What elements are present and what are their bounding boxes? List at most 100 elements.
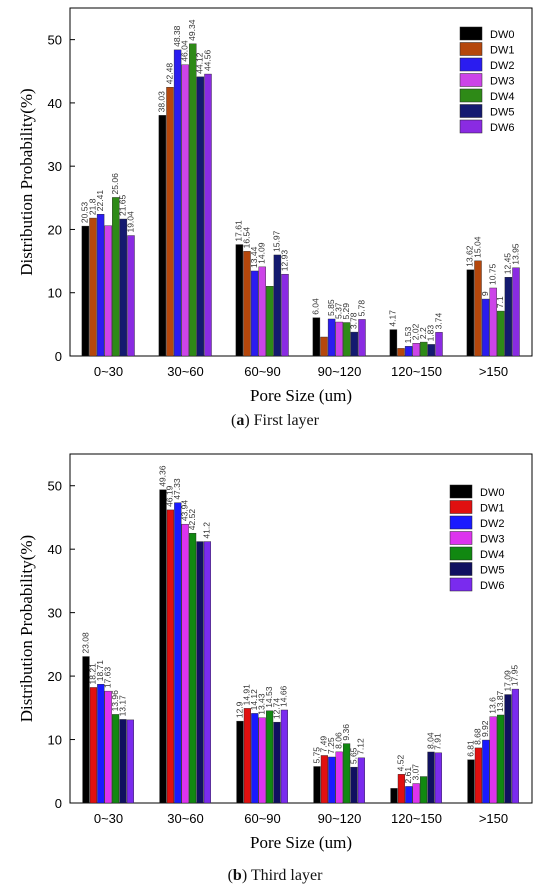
- y-tick-label: 20: [48, 222, 62, 237]
- data-label: 19.04: [125, 211, 135, 233]
- data-label: 7.12: [356, 738, 366, 755]
- legend-label: DW2: [490, 60, 514, 72]
- caption-letter: a: [236, 412, 245, 429]
- data-label: 42.48: [164, 63, 174, 85]
- data-label: 6.04: [311, 298, 321, 315]
- bar: [173, 49, 182, 357]
- data-label: 22.41: [95, 190, 105, 212]
- bar: [328, 756, 336, 804]
- bar: [350, 766, 358, 804]
- x-tick-label: 30~60: [167, 811, 204, 826]
- legend-label: DW2: [480, 518, 504, 530]
- data-label: 8.06: [334, 732, 344, 749]
- legend-swatch: [459, 42, 483, 56]
- bar: [166, 87, 174, 357]
- legend-label: DW4: [490, 91, 514, 103]
- bar: [420, 776, 428, 804]
- bar: [335, 321, 343, 357]
- bar: [412, 343, 420, 357]
- bar: [181, 64, 189, 357]
- caption-first-layer: (a) First layer: [231, 412, 319, 429]
- x-tick-label: 120~150: [391, 364, 442, 379]
- data-label: 43.94: [180, 500, 190, 522]
- x-tick-label: 90~120: [318, 364, 362, 379]
- legend-label: DW0: [480, 487, 504, 499]
- legend-swatch: [459, 88, 483, 103]
- data-label: 49.34: [187, 19, 197, 41]
- data-label: 3.78: [349, 312, 359, 329]
- bar: [104, 225, 112, 357]
- data-label: 7.25: [326, 737, 336, 754]
- bar: [96, 214, 105, 357]
- x-axis-title: Pore Size (um): [250, 386, 352, 405]
- bar: [474, 747, 483, 804]
- bar: [489, 716, 497, 804]
- data-label: 21.65: [118, 194, 128, 216]
- data-label: 13.96: [110, 690, 120, 712]
- data-label: 14.12: [249, 689, 259, 711]
- data-label: 9.92: [480, 720, 490, 737]
- legend-swatch: [449, 515, 473, 530]
- bar: [243, 708, 252, 804]
- y-axis-title: Distribution Probability(%): [17, 88, 36, 275]
- bar: [119, 218, 128, 357]
- x-tick-label: 30~60: [167, 364, 204, 379]
- data-label: 1.53: [403, 327, 413, 344]
- x-tick-label: 120~150: [391, 811, 442, 826]
- x-tick-label: 90~120: [318, 811, 362, 826]
- bar: [273, 254, 282, 357]
- bar: [111, 714, 120, 804]
- data-label: 14.66: [279, 685, 289, 707]
- data-label: 7.91: [433, 733, 443, 750]
- legend-swatch: [449, 562, 473, 576]
- bar: [467, 759, 475, 804]
- data-label: 46.19: [165, 485, 175, 507]
- bar: [266, 710, 274, 804]
- legend-swatch: [449, 484, 473, 499]
- bar: [420, 341, 428, 357]
- data-label: 46.04: [180, 40, 190, 62]
- data-label: 15.04: [472, 236, 482, 258]
- legend-swatch: [459, 104, 483, 118]
- y-tick-label: 30: [48, 159, 62, 174]
- bar: [512, 267, 520, 357]
- bar: [251, 713, 259, 804]
- legend-swatch: [459, 57, 483, 72]
- bar: [474, 260, 482, 357]
- data-label: 17.63: [103, 667, 113, 689]
- data-label: 14.53: [264, 686, 274, 708]
- legend-label: DW1: [490, 45, 514, 57]
- data-label: 17.09: [502, 670, 512, 692]
- data-label: 42.52: [187, 509, 197, 531]
- data-label: 7.1: [495, 296, 505, 308]
- bar: [119, 719, 127, 804]
- data-label: 5.78: [356, 300, 366, 317]
- x-tick-label: 60~90: [244, 364, 281, 379]
- legend-label: DW3: [490, 76, 514, 88]
- data-label: 44.12: [195, 52, 205, 74]
- bar: [497, 310, 505, 357]
- bar: [174, 502, 182, 804]
- legend-swatch: [459, 119, 483, 134]
- legend-label: DW1: [480, 503, 504, 515]
- data-label: 44.56: [202, 50, 212, 72]
- plot-frame: [69, 7, 533, 357]
- legend-label: DW6: [490, 122, 514, 134]
- data-label: 10.75: [488, 263, 498, 285]
- data-label: 20.53: [80, 202, 90, 224]
- bar: [404, 346, 413, 357]
- data-label: 8.68: [473, 728, 483, 745]
- data-label: 13.6: [488, 697, 498, 714]
- data-label: 12.45: [503, 253, 513, 275]
- legend-swatch: [449, 577, 473, 592]
- data-label: 13.44: [249, 246, 259, 268]
- data-label: 3.74: [433, 313, 443, 330]
- bar: [243, 251, 251, 357]
- data-label: 4.17: [388, 310, 398, 327]
- data-label: 13.62: [465, 245, 475, 267]
- data-label: 9.36: [341, 724, 351, 741]
- bar: [204, 73, 212, 357]
- data-label: 16.54: [241, 227, 251, 249]
- data-label: 13.17: [117, 695, 127, 717]
